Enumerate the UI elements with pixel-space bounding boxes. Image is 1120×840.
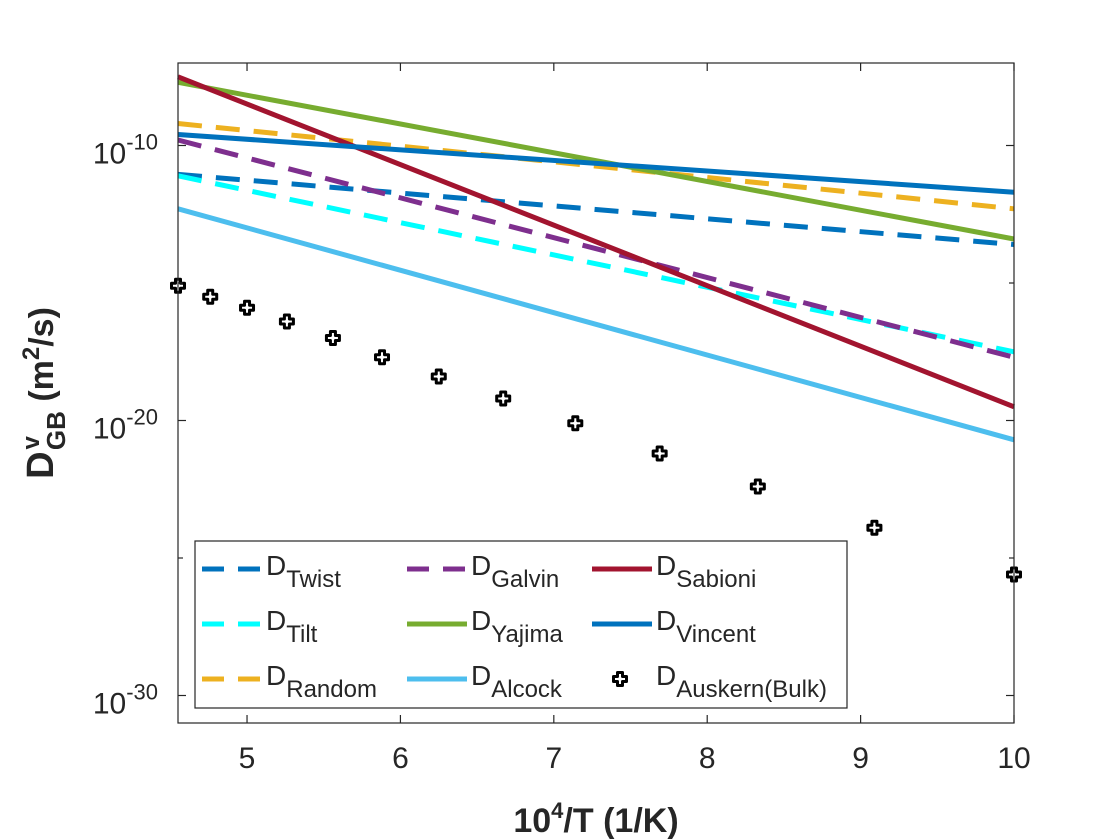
data-point-auskern-10 (749, 478, 766, 495)
plot-frame (177, 62, 1015, 724)
legend-label-tilt: DTilt (266, 605, 318, 648)
x-tick-label-5: 10 (997, 742, 1030, 775)
tick-layer: 5 6 7 8 9 10 10-10 10-20 10-30 (93, 63, 1031, 775)
x-tick-label-4: 9 (852, 742, 869, 775)
legend-label-sabioni: DSabioni (656, 550, 756, 593)
data-point-auskern-1 (202, 288, 219, 305)
legend-entry-twist: DTwist (202, 550, 341, 593)
x-tick-label-3: 8 (699, 742, 716, 775)
y-tick-label-1: 10-20 (93, 405, 158, 446)
x-axis-title-rest: /T (1/K) (563, 802, 678, 840)
y-tick-label-0: 10-10 (93, 130, 158, 171)
data-point-auskern-6 (430, 368, 447, 385)
data-point-auskern-7 (495, 390, 512, 407)
legend-entry-alcock: DAlcock (407, 660, 563, 703)
legend-entry-random: DRandom (202, 660, 377, 703)
legend-label-auskern: DAuskern(Bulk) (656, 660, 827, 703)
y-axis-title-main: D (20, 451, 62, 478)
x-axis-title: 104/T (1/K) (513, 798, 678, 840)
legend-box (194, 540, 848, 709)
y-axis-title-sup: v (18, 435, 45, 449)
legend-label-yajima: DYajima (471, 605, 563, 648)
series-line-random (177, 121, 1015, 212)
legend-swatch-auskern (612, 671, 628, 687)
legend-entry-tilt: DTilt (202, 605, 318, 648)
legend-entry-galvin: DGalvin (407, 550, 559, 593)
x-tick-label-0: 5 (239, 742, 256, 775)
x-axis-title-sup: 4 (551, 798, 564, 823)
legend-entry-auskern: DAuskern(Bulk) (612, 660, 827, 703)
x-axis-title-base: 10 (513, 802, 551, 840)
series-line-alcock (177, 206, 1015, 443)
data-point-auskern-9 (651, 445, 668, 462)
y-tick-label-2: 10-30 (93, 680, 158, 721)
y-axis-title-rest2: /s) (23, 307, 61, 347)
legend: DTwist DGalvin DSabioni DTilt DYajima DVincen… (194, 540, 848, 709)
legend-label-random: DRandom (266, 660, 377, 703)
series-line-vincent (177, 132, 1015, 195)
series-layer (170, 74, 1022, 583)
data-point-auskern-2 (239, 299, 256, 316)
legend-label-alcock: DAlcock (471, 660, 563, 703)
legend-entry-vincent: DVincent (592, 605, 756, 648)
legend-label-galvin: DGalvin (471, 550, 559, 593)
x-tick-label-2: 7 (545, 742, 562, 775)
data-point-auskern-8 (567, 415, 584, 432)
data-point-auskern-12 (1006, 566, 1022, 583)
y-axis-title-sub: GB (41, 411, 71, 450)
legend-entry-sabioni: DSabioni (592, 550, 756, 593)
y-axis-title-rest1: (m (23, 360, 61, 411)
y-axis-title-sup2: 2 (18, 347, 45, 360)
legend-entry-yajima: DYajima (407, 605, 563, 648)
series-line-yajima (177, 79, 1015, 242)
series-markers-auskern (170, 277, 1022, 583)
data-point-auskern-4 (324, 330, 341, 346)
legend-label-vincent: DVincent (656, 605, 756, 648)
legend-label-twist: DTwist (266, 550, 341, 593)
x-tick-label-1: 6 (392, 742, 409, 775)
data-point-auskern-5 (374, 349, 391, 366)
y-axis-title: DvGB (m2/s) (18, 307, 71, 479)
series-line-galvin (177, 137, 1015, 360)
series-line-sabioni (177, 74, 1015, 410)
data-point-auskern-11 (866, 519, 883, 536)
series-line-twist (177, 171, 1015, 247)
data-point-auskern-3 (278, 313, 295, 330)
series-line-tilt (177, 173, 1015, 355)
